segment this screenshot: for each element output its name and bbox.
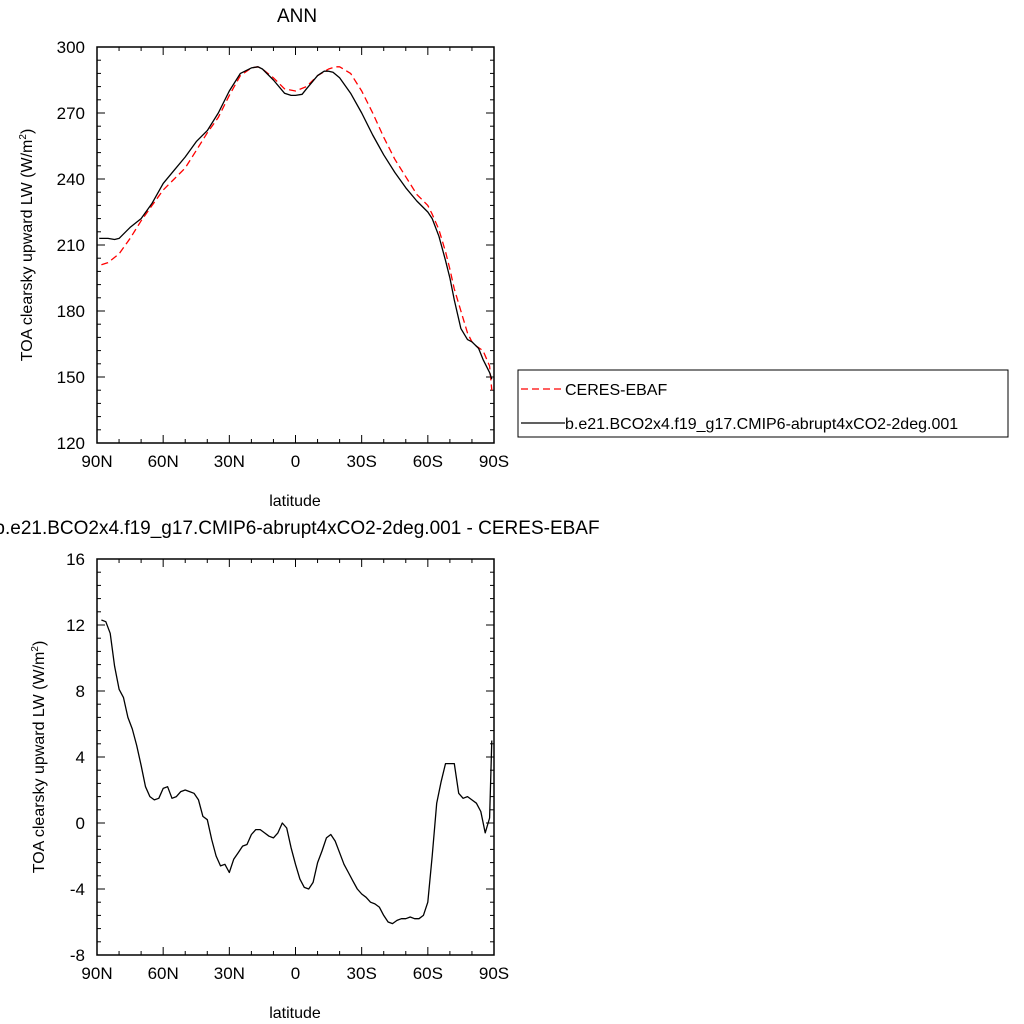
y-tick-label: 240: [57, 170, 85, 189]
y-tick-label: 4: [76, 748, 85, 767]
x-tick-label: 60N: [148, 452, 179, 471]
ceres-ebaf-line: [101, 66, 493, 391]
plot-frame: [96, 558, 495, 956]
y-tick-label: 270: [57, 104, 85, 123]
y-tick-label: 300: [57, 38, 85, 57]
x-tick-label: 30N: [214, 452, 245, 471]
x-tick-label: 90S: [479, 452, 509, 471]
model-line: [99, 66, 493, 380]
x-tick-label: 90S: [479, 964, 509, 983]
y-axis-label: TOA clearsky upward LW (W/m2): [18, 129, 36, 362]
y-tick-label: 16: [66, 550, 85, 569]
y-tick-label: 120: [57, 434, 85, 453]
x-tick-label: 90N: [81, 964, 112, 983]
y-axis-label-main: TOA clearsky upward LW (W/m: [31, 652, 48, 874]
y-axis-label-tail: ): [19, 129, 36, 134]
x-tick-label: 60N: [148, 964, 179, 983]
series-layer: [101, 619, 493, 925]
difference-line: [101, 619, 493, 925]
y-tick-label: 8: [76, 682, 85, 701]
axis-ticks: [96, 46, 495, 444]
y-tick-label: -4: [70, 880, 85, 899]
legend-label-ceres: CERES-EBAF: [565, 382, 667, 399]
x-tick-label: 30S: [347, 452, 377, 471]
series-layer: [99, 66, 493, 391]
y-tick-label: 180: [57, 302, 85, 321]
difference-chart-title: b.e21.BCO2x4.f19_g17.CMIP6-abrupt4xCO2-2…: [0, 518, 600, 539]
legend-label-model: b.e21.BCO2x4.f19_g17.CMIP6-abrupt4xCO2-2…: [565, 416, 958, 433]
x-axis-label: latitude: [269, 493, 321, 510]
chart-title: ANN: [277, 6, 317, 27]
y-axis-label-tail: ): [31, 641, 48, 646]
x-tick-label: 0: [291, 964, 300, 983]
legend: CERES-EBAF b.e21.BCO2x4.f19_g17.CMIP6-ab…: [517, 369, 1009, 438]
y-tick-label: 0: [76, 814, 85, 833]
legend-box: [517, 369, 1009, 438]
x-tick-label: 90N: [81, 452, 112, 471]
y-axis-label-sup: 2: [18, 134, 29, 140]
bottom-panel: b.e21.BCO2x4.f19_g17.CMIP6-abrupt4xCO2-2…: [0, 518, 600, 1022]
y-axis-label: TOA clearsky upward LW (W/m2): [30, 641, 48, 874]
x-tick-label: 60S: [413, 452, 443, 471]
y-axis-label-main: TOA clearsky upward LW (W/m: [19, 140, 36, 362]
x-axis-label: latitude: [269, 1005, 321, 1022]
x-tick-label: 30N: [214, 964, 245, 983]
x-tick-label: 0: [291, 452, 300, 471]
plot-frame: [96, 46, 495, 444]
y-tick-label: 150: [57, 368, 85, 387]
tick-labels: 90N 60N 30N 0 30S 60S 90S 120 150 180 210 240 270 300: [57, 38, 510, 471]
x-tick-label: 30S: [347, 964, 377, 983]
y-axis-label-sup: 2: [30, 646, 41, 652]
tick-labels: 90N 60N 30N 0 30S 60S 90S -8 -4 0 4 8 12 16: [66, 550, 509, 983]
y-tick-label: 210: [57, 236, 85, 255]
y-tick-label: -8: [70, 946, 85, 965]
axis-ticks: [96, 558, 495, 956]
y-tick-label: 12: [66, 616, 85, 635]
top-panel: ANN 90N 60N 30N 0 30S 60S 90S 120 150 180 210 240 27…: [18, 6, 1009, 510]
x-tick-label: 60S: [413, 964, 443, 983]
